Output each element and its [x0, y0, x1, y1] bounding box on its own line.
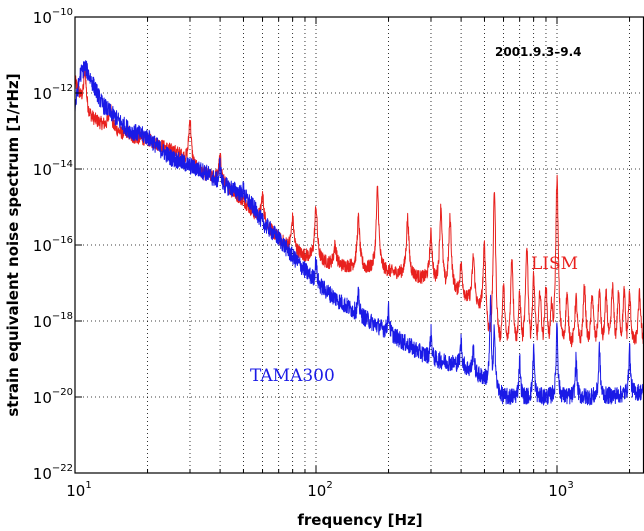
x-tick-label: 101: [66, 480, 91, 500]
x-axis-label: frequency [Hz]: [297, 511, 422, 529]
series-label-tama300: TAMA300: [250, 366, 335, 386]
y-tick-label: 10−14: [33, 159, 73, 179]
y-tick-label: 10−16: [33, 235, 73, 255]
x-tick-label: 102: [307, 480, 332, 500]
series-label-lism: LISM: [531, 254, 578, 274]
x-tick-label: 103: [548, 480, 573, 500]
series-line-lism: [75, 64, 644, 348]
grid-lines: [75, 17, 644, 473]
y-axis-label: strain equivalent noise spectrum [1/rHz]: [4, 73, 22, 416]
y-tick-label: 10−10: [33, 7, 73, 27]
series-layer: [75, 60, 644, 406]
y-tick-label: 10−20: [33, 387, 73, 407]
y-tick-label: 10−18: [33, 311, 73, 331]
annotation-date: 2001.9.3–9.4: [495, 45, 581, 59]
y-tick-label: 10−12: [33, 83, 73, 103]
series-line-tama300: [75, 60, 644, 406]
y-tick-label: 10−22: [33, 463, 73, 483]
